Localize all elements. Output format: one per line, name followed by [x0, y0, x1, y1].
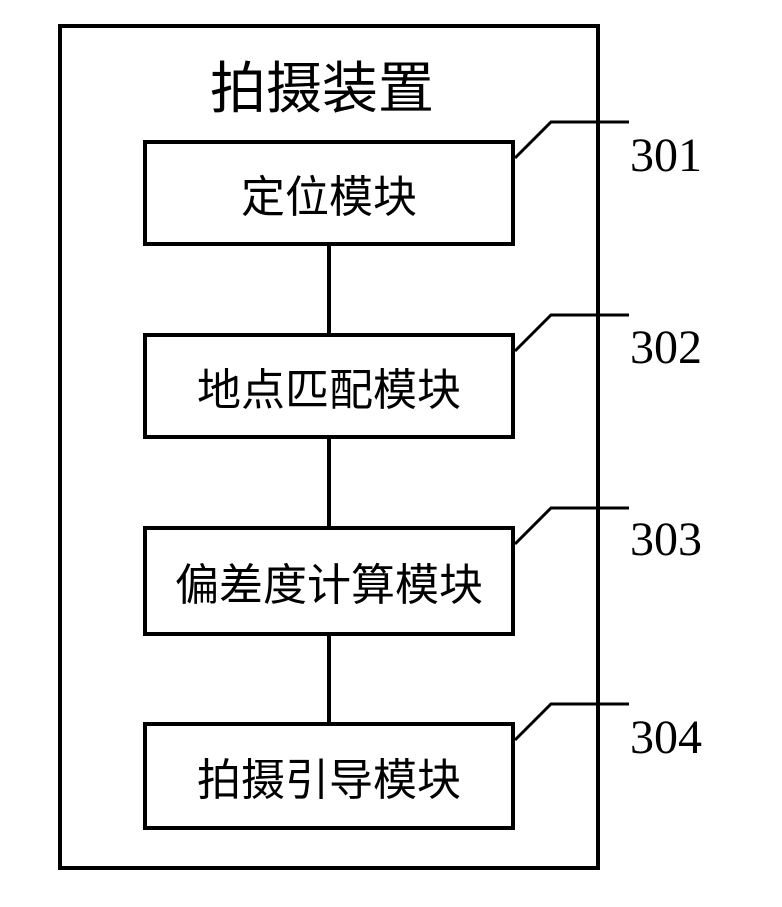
ref-leader [0, 0, 782, 907]
ref-label: 304 [630, 710, 702, 765]
diagram-canvas: 拍摄装置 定位模块地点匹配模块偏差度计算模块拍摄引导模块 30130230330… [0, 0, 782, 907]
